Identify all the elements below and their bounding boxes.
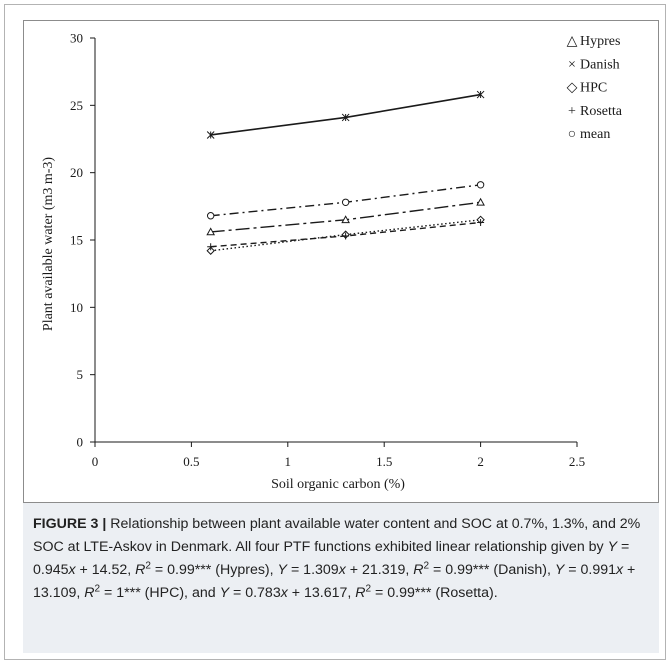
y-axis-title: Plant available water (m3 m-3) xyxy=(41,157,56,331)
legend-symbol-mean: ○ xyxy=(568,127,576,142)
legend-symbol-hpc: ◇ xyxy=(567,81,578,96)
legend-symbol-danish: × xyxy=(568,57,576,72)
data-point-hypres xyxy=(206,227,216,236)
legend-label-hpc: HPC xyxy=(580,81,607,96)
line-chart: 0 5 10 15 20 25 30 0 0.5 1 1.5 2 2.5 Soil organic car… xyxy=(41,31,623,493)
eq-hypres-slope: = 0.945 xyxy=(33,539,630,578)
data-point-mean xyxy=(206,212,215,220)
y-tick-label: 0 xyxy=(77,435,84,450)
eq-danish-slope: = 1.309 xyxy=(287,562,339,578)
y-tick-label: 20 xyxy=(70,165,83,180)
x-tick-label: 0.5 xyxy=(183,454,199,469)
series-line-hpc xyxy=(210,219,481,252)
r2-hpc-sup: 2 xyxy=(94,583,101,595)
data-point-rosetta xyxy=(477,218,485,226)
data-point-danish xyxy=(206,131,215,139)
data-point-hpc xyxy=(206,246,215,255)
eq-rosetta-y: Y xyxy=(219,585,230,601)
x-tick-label: 1 xyxy=(285,454,292,469)
data-point-danish xyxy=(341,113,350,122)
r2-hypres-sup: 2 xyxy=(145,560,151,572)
figure-label: FIGURE 3 | xyxy=(33,516,107,532)
r2-rosetta-sup: 2 xyxy=(365,583,372,595)
x-axis-title: Soil organic carbon (%) xyxy=(271,477,405,492)
x-tick-label: 0 xyxy=(92,454,99,469)
eq-hpc-x: x xyxy=(616,562,624,578)
legend-label-hypres: Hypres xyxy=(580,34,620,49)
eq-danish-x: x xyxy=(338,562,346,578)
caption-text-intro: Relationship between plant available wat… xyxy=(33,516,641,555)
eq-hypres-x: x xyxy=(68,562,76,578)
r2-danish-sup: 2 xyxy=(423,560,430,572)
y-tick-label: 15 xyxy=(70,233,83,248)
legend-label-danish: Danish xyxy=(580,57,620,72)
figure-frame: 0 5 10 15 20 25 30 0 0.5 1 1.5 2 2.5 Soil organic car… xyxy=(4,4,666,660)
y-tick-label: 5 xyxy=(77,367,84,382)
chart-panel: 0 5 10 15 20 25 30 0 0.5 1 1.5 2 2.5 Soil organic car… xyxy=(23,20,659,503)
r2-danish-r: R xyxy=(413,562,424,578)
data-point-rosetta xyxy=(342,232,350,240)
r2-hypres-r: R xyxy=(135,562,146,578)
eq-hpc-slope: = 0.991 xyxy=(564,562,617,578)
data-point-mean xyxy=(476,181,485,189)
eq-hpc-y: Y xyxy=(554,562,565,578)
x-tick-label: 2.5 xyxy=(569,454,585,469)
data-point-hypres xyxy=(341,215,350,224)
r2-rosetta-value: = 0.99*** (Rosetta). xyxy=(371,585,498,601)
r2-hpc-r: R xyxy=(84,585,95,601)
legend-label-mean: mean xyxy=(580,127,610,142)
eq-rosetta-x: x xyxy=(280,585,288,601)
eq-hypres-y: Y xyxy=(607,539,618,555)
eq-rosetta-slope: = 0.783 xyxy=(229,585,281,601)
data-point-mean xyxy=(341,198,350,206)
data-point-hypres xyxy=(476,197,485,206)
data-point-rosetta xyxy=(207,243,215,251)
x-tick-label: 2 xyxy=(477,454,484,469)
x-tick-label: 1.5 xyxy=(376,454,392,469)
r2-danish-value: = 0.99*** (Danish), xyxy=(429,562,555,578)
y-tick-label: 10 xyxy=(70,300,83,315)
eq-hypres-intercept: + 14.52, xyxy=(75,562,136,578)
y-tick-label: 25 xyxy=(70,98,83,113)
r2-hypres-value: = 0.99*** (Hypres), xyxy=(150,562,278,578)
y-tick-label: 30 xyxy=(70,31,83,46)
data-point-danish xyxy=(476,90,485,99)
eq-danish-intercept: + 21.319, xyxy=(345,562,414,578)
r2-hpc-value: = 1*** (HPC), and xyxy=(100,585,220,601)
figure-caption: FIGURE 3 | Relationship between plant av… xyxy=(23,503,659,653)
legend-symbol-hypres: △ xyxy=(567,34,578,49)
eq-hpc-intercept: + 13.109, xyxy=(33,562,636,601)
r2-rosetta-r: R xyxy=(355,585,366,601)
legend-symbol-rosetta: + xyxy=(568,104,576,119)
legend-label-rosetta: Rosetta xyxy=(580,104,623,119)
eq-rosetta-intercept: + 13.617, xyxy=(287,585,356,601)
eq-danish-y: Y xyxy=(277,562,288,578)
